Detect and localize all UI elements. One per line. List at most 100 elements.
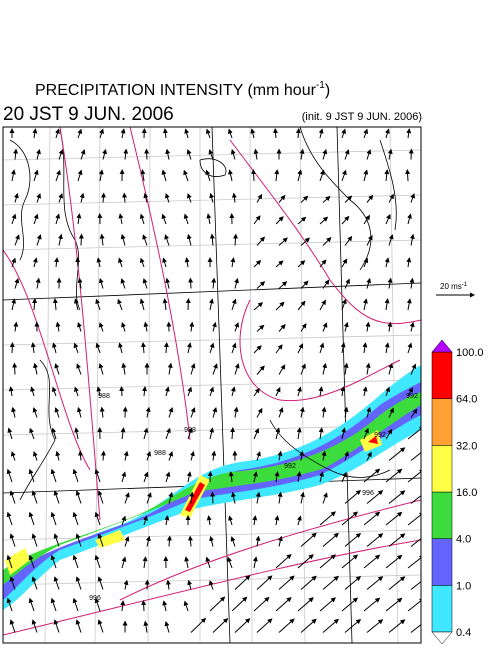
wind-arrow — [323, 364, 326, 375]
wind-arrow — [211, 537, 213, 547]
wind-arrow — [210, 299, 212, 310]
wind-arrow — [254, 216, 260, 224]
wind-arrow — [301, 619, 316, 632]
wind-arrow — [75, 344, 78, 353]
wind-arrow — [386, 512, 402, 525]
wind-arrow — [37, 194, 40, 202]
wind-arrow — [74, 556, 78, 568]
wind-arrow — [185, 602, 188, 611]
wind-arrow — [34, 258, 36, 267]
wind-arrow — [103, 194, 104, 203]
wind-arrow — [213, 323, 215, 332]
wind-arrow — [230, 170, 232, 181]
wind-arrow — [12, 215, 15, 224]
wind-arrow — [255, 150, 257, 160]
wind-arrow — [386, 299, 388, 310]
wind-arrow — [189, 581, 191, 590]
wind-arrow — [253, 170, 254, 181]
wind-arrow — [279, 619, 294, 632]
wind-arrow — [164, 601, 166, 611]
wind-arrow — [34, 129, 36, 138]
contour-label: 992 — [406, 393, 418, 400]
wind-arrow — [56, 408, 59, 417]
wind-arrow — [235, 408, 237, 418]
wind-arrow — [298, 387, 300, 396]
wind-arrow — [191, 619, 205, 633]
wind-arrow — [31, 387, 34, 396]
wind-arrow — [56, 214, 59, 224]
wind-arrow — [52, 599, 56, 611]
colorbar-label: 100.0 — [456, 347, 484, 359]
wind-arrow — [184, 171, 188, 181]
wind-arrow — [386, 215, 390, 224]
wind-arrow — [229, 516, 232, 525]
wind-arrow — [276, 261, 283, 267]
wind-arrow — [323, 619, 338, 632]
wind-arrow — [166, 429, 170, 439]
wind-arrow — [257, 409, 262, 418]
wind-arrow — [301, 150, 303, 160]
wind-arrow — [12, 170, 14, 181]
wind-arrow — [169, 452, 172, 460]
wind-arrow — [15, 235, 19, 245]
wind-arrow — [11, 534, 15, 546]
wind-arrow — [298, 516, 301, 525]
wind-arrow — [276, 217, 283, 224]
wind-arrow — [121, 387, 122, 396]
wind-arrow — [257, 325, 264, 331]
wind-arrow — [323, 493, 327, 503]
wind-arrow — [13, 408, 15, 418]
wind-arrow — [59, 235, 61, 246]
wind-arrow — [298, 129, 299, 138]
wind-arrow — [74, 599, 78, 611]
wind-arrow — [411, 534, 427, 546]
wind-arrow — [345, 534, 360, 547]
wind-arrow — [143, 235, 147, 245]
wind-arrow — [191, 364, 194, 375]
wind-arrow — [389, 323, 390, 332]
wind-arrow — [275, 129, 276, 138]
wind-arrow — [34, 299, 35, 310]
wind-arrow — [97, 344, 100, 353]
wind-arrow — [99, 577, 103, 589]
wind-arrow — [213, 408, 216, 418]
wind-arrow — [99, 491, 103, 503]
wind-arrow — [169, 537, 170, 547]
wind-arrow — [52, 470, 56, 482]
wind-arrow — [9, 429, 12, 439]
wind-arrow — [56, 364, 59, 374]
wind-arrow — [320, 555, 335, 568]
wind-arrow — [408, 343, 411, 353]
wind-arrow — [367, 577, 382, 590]
wind-arrow — [320, 300, 325, 310]
wind-arrow — [301, 196, 308, 202]
wind-arrow — [145, 323, 147, 332]
wind-arrow — [229, 130, 232, 138]
wind-arrow — [257, 619, 272, 632]
wind-arrow — [119, 258, 122, 267]
wind-arrow — [386, 129, 388, 138]
wind-arrow — [320, 129, 322, 138]
wind-arrow — [323, 408, 325, 418]
wind-arrow — [364, 343, 365, 353]
wind-arrow — [208, 214, 210, 224]
wind-arrow — [144, 428, 147, 439]
colorbar-label: 32.0 — [456, 440, 477, 452]
wind-arrow — [57, 452, 59, 461]
wind-arrow — [78, 323, 81, 332]
wind-arrow — [213, 279, 214, 289]
graticule — [3, 127, 421, 643]
wind-arrow — [12, 259, 15, 267]
wind-arrow — [11, 620, 15, 632]
wind-arrow — [279, 325, 285, 332]
wind-arrow — [389, 279, 391, 289]
wind-arrow — [34, 408, 37, 417]
wind-arrow — [187, 258, 188, 267]
wind-arrow — [37, 235, 40, 245]
contour-label: 988 — [98, 393, 110, 400]
wind-arrow — [188, 472, 190, 482]
wind-arrow — [141, 299, 144, 310]
wind-arrow — [122, 279, 125, 288]
wind-arrow — [254, 389, 259, 396]
wind-arrow — [235, 364, 238, 374]
